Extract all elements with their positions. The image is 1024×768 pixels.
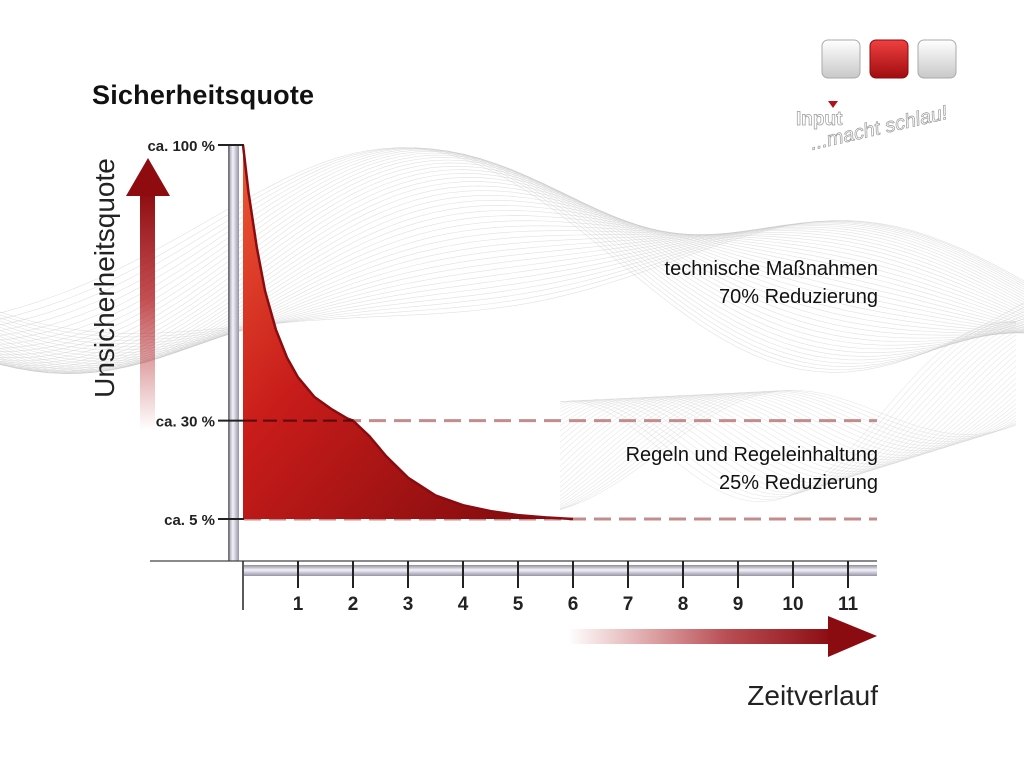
- background-wave-line: [0, 195, 1024, 374]
- background-wave-line: [0, 210, 1024, 374]
- background-wave-line: [0, 177, 1024, 370]
- x-tick-label: 9: [733, 594, 744, 615]
- background-wave-line: [0, 220, 1024, 334]
- background-wave-line: [0, 147, 1024, 364]
- x-tick-label: 8: [678, 594, 689, 615]
- background-wave-line: [559, 322, 1017, 493]
- y-tick-label: ca. 30 %: [156, 414, 215, 431]
- background-wave-line: [559, 321, 1017, 495]
- background-wave-line: [0, 215, 1024, 374]
- logo: Input ...macht schlau!: [796, 101, 950, 155]
- background-wave-line: [0, 220, 1024, 341]
- background-wave-line: [0, 190, 1024, 374]
- annotation-technical-measures: technische Maßnahmen 70% Reduzierung: [665, 255, 878, 311]
- logo-triangle-icon: [828, 101, 838, 108]
- background-wave-line: [0, 150, 1024, 353]
- background-wave-line: [559, 371, 1017, 468]
- background-wave-line: [0, 204, 1024, 374]
- background-wave-line: [559, 321, 1017, 498]
- x-tick-label: 1: [293, 594, 304, 615]
- x-tick-label: 7: [623, 594, 634, 615]
- background-wave-line: [559, 360, 1017, 472]
- x-tick-label: 11: [838, 594, 859, 615]
- background-wave-line: [0, 221, 1024, 344]
- background-wave-line: [559, 383, 1017, 478]
- x-tick-label: 2: [348, 594, 359, 615]
- right-arrow-icon: [568, 616, 877, 657]
- background-wave-line: [0, 222, 1024, 348]
- grey-square-button-icon: [821, 39, 861, 79]
- y-ticks: ca. 100 % ca. 30 % ca. 5 %: [147, 138, 244, 529]
- annotation-line: 25% Reduzierung: [719, 472, 878, 494]
- annotation-line: 70% Reduzierung: [719, 286, 878, 308]
- chart-title: Sicherheitsquote: [92, 80, 315, 110]
- background-wave-line: [559, 325, 1017, 491]
- x-tick-label: 3: [403, 594, 414, 615]
- logo-buttons: [821, 39, 957, 79]
- annotation-line: technische Maßnahmen: [664, 258, 878, 280]
- background-wave-line: [0, 147, 1024, 373]
- x-axis-label: Zeitverlauf: [747, 680, 878, 711]
- background-wave-line: [559, 377, 1017, 473]
- background-wave-line: [0, 220, 1024, 373]
- logo-brand: Input: [796, 109, 843, 130]
- x-axis: [150, 560, 877, 610]
- y-axis-label: Unsicherheitsquote: [89, 158, 120, 398]
- background-wave-line: [0, 181, 1024, 372]
- background-wave-line: [0, 225, 1024, 372]
- grey-square-button-icon: [917, 39, 957, 79]
- background-wave-line: [559, 365, 1017, 470]
- x-ticks: 1 2 3 4 5 6 7 8 9 10 11: [293, 561, 859, 615]
- x-tick-label: 6: [568, 594, 579, 615]
- background-wave-line: [559, 392, 1017, 503]
- background-wave-line: [559, 391, 1017, 506]
- background-wave-line: [0, 148, 1024, 361]
- background-wave-line: [0, 225, 1024, 354]
- background-wave-line: [559, 334, 1017, 484]
- background-wave-line: [559, 391, 1017, 508]
- up-arrow-icon: [126, 158, 170, 430]
- x-tick-label: 4: [458, 594, 469, 615]
- background-wave-line: [559, 327, 1017, 489]
- background-wave-line: [559, 339, 1017, 482]
- background-wave-line: [0, 223, 1024, 351]
- y-tick-label: ca. 100 %: [147, 138, 215, 155]
- background-wave-line: [559, 391, 1017, 509]
- background-wave-line: [0, 199, 1024, 375]
- background-wave-line: [559, 390, 1017, 510]
- area-layer: [241, 144, 574, 521]
- background-wave-lines: [0, 147, 1024, 510]
- background-wave-line: [0, 149, 1024, 357]
- background-wave-line: [559, 393, 1017, 493]
- background-wave-line: [559, 393, 1017, 488]
- background-wave-line: [559, 354, 1017, 475]
- y-axis: [228, 145, 239, 561]
- annotation-line: Regeln und Regeleinhaltung: [625, 444, 878, 466]
- background-wave-line: [0, 147, 1024, 367]
- background-wave-line: [559, 331, 1017, 486]
- background-wave-line: [560, 321, 1017, 503]
- x-tick-label: 10: [782, 594, 803, 615]
- y-tick-label: ca. 5 %: [164, 512, 215, 529]
- background-wave-line: [0, 147, 1024, 370]
- background-wave-line: [559, 390, 1017, 510]
- background-wave-line: [0, 152, 1024, 350]
- background-wave-line: [0, 185, 1024, 373]
- risk-area: [243, 145, 573, 519]
- red-square-button-icon: [869, 39, 909, 79]
- x-tick-label: 5: [513, 594, 524, 615]
- annotation-rules: Regeln und Regeleinhaltung 25% Reduzieru…: [626, 441, 878, 497]
